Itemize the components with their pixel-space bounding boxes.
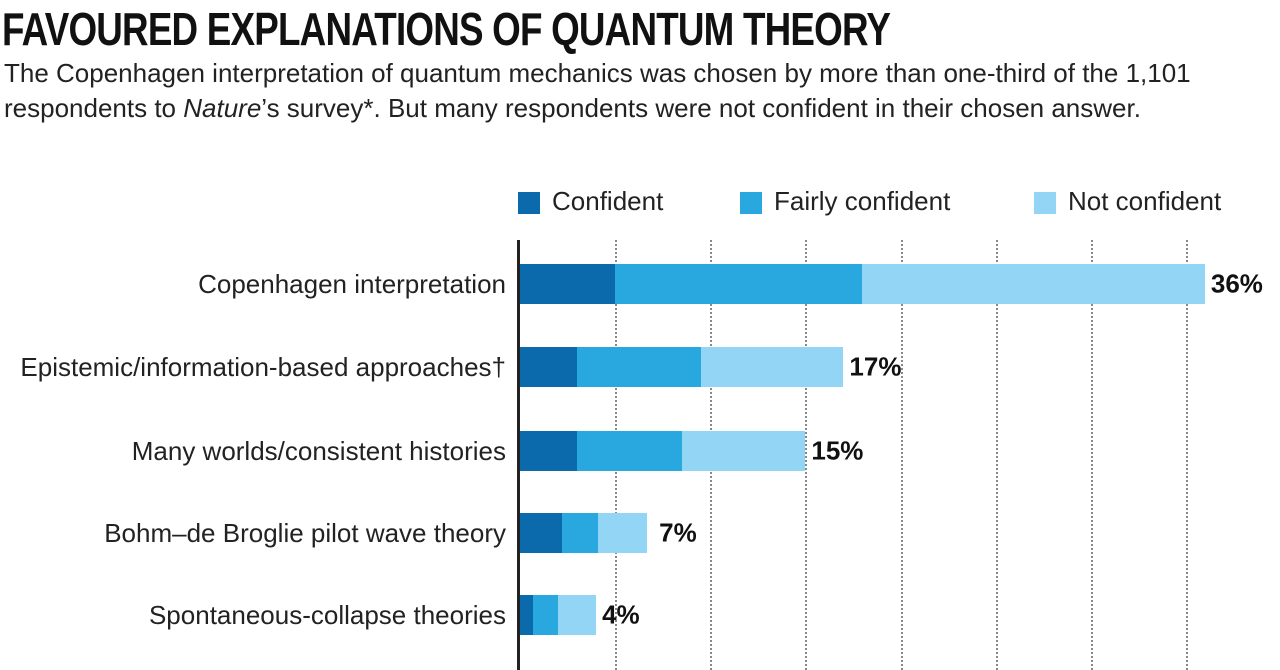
- bar-segment: [520, 431, 578, 471]
- bar-segment: [520, 513, 562, 553]
- bar-segment: [520, 595, 534, 635]
- total-label: 7%: [659, 517, 697, 548]
- category-label: Many worlds/consistent histories: [131, 436, 506, 466]
- axis-line: [517, 240, 520, 670]
- category-label: Spontaneous-collapse theories: [148, 600, 506, 630]
- bar-segment: [533, 595, 559, 635]
- legend-swatch: [1034, 192, 1056, 214]
- subtitle-text: The Copenhagen interpretation of quantum…: [4, 58, 1191, 123]
- total-label: 36%: [1210, 268, 1263, 299]
- legend-label: Fairly confident: [774, 186, 951, 216]
- bar-segment: [577, 431, 682, 471]
- grid-line: [900, 240, 903, 670]
- total-label: 15%: [811, 435, 864, 466]
- total-label: 4%: [602, 599, 640, 630]
- subtitle: The Copenhagen interpretation of quantum…: [4, 56, 1194, 126]
- bar-segment: [862, 264, 1205, 304]
- total-label: 17%: [849, 351, 902, 382]
- bar-segment: [598, 513, 648, 553]
- bar-segment: [700, 347, 844, 387]
- bar-segment: [558, 595, 597, 635]
- legend-label: Confident: [552, 186, 664, 216]
- bar-segment: [561, 513, 598, 553]
- legend-swatch: [518, 192, 540, 214]
- grid-line: [1185, 240, 1188, 670]
- subtitle-text: ’s survey*. But many respondents were no…: [261, 93, 1141, 123]
- grid-line: [805, 240, 808, 670]
- category-label: Epistemic/information-based approaches†: [20, 352, 506, 382]
- bar-segment: [681, 431, 806, 471]
- bar-segment: [520, 347, 578, 387]
- subtitle-italic: Nature: [183, 93, 262, 123]
- grid-line: [995, 240, 998, 670]
- bar-segment: [615, 264, 863, 304]
- legend-swatch: [740, 192, 762, 214]
- grid-line: [1090, 240, 1093, 670]
- legend-label: Not confident: [1068, 186, 1222, 216]
- bar-segment: [577, 347, 701, 387]
- category-label: Bohm–de Broglie pilot wave theory: [104, 518, 506, 548]
- category-label: Copenhagen interpretation: [198, 269, 506, 299]
- chart-title: FAVOURED EXPLANATIONS OF QUANTUM THEORY: [2, 3, 891, 55]
- bar-segment: [520, 264, 616, 304]
